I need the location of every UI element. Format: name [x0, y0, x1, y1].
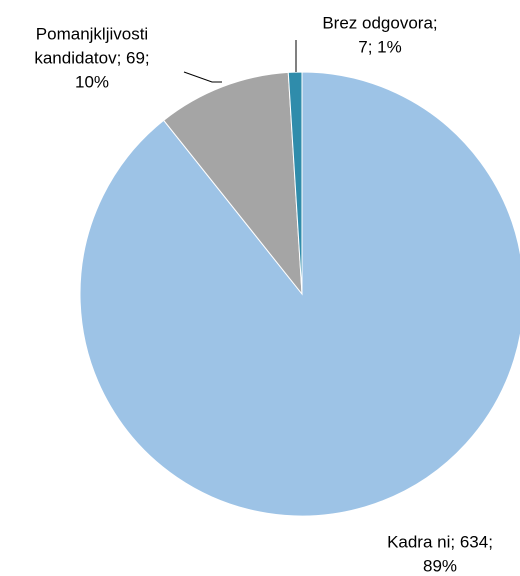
data-label: 10%	[75, 72, 109, 91]
data-label: Kadra ni; 634;	[387, 532, 493, 551]
data-label: kandidatov; 69;	[34, 48, 149, 67]
pie-slice	[79, 71, 520, 517]
data-label: Brez odgovora;	[322, 13, 437, 32]
data-label: 7; 1%	[358, 37, 401, 56]
data-label: Pomanjkljivosti	[36, 24, 148, 43]
leader-line	[183, 71, 222, 83]
data-label: 89%	[423, 556, 457, 575]
pie-slice	[287, 71, 303, 295]
pie-slice	[162, 71, 303, 296]
